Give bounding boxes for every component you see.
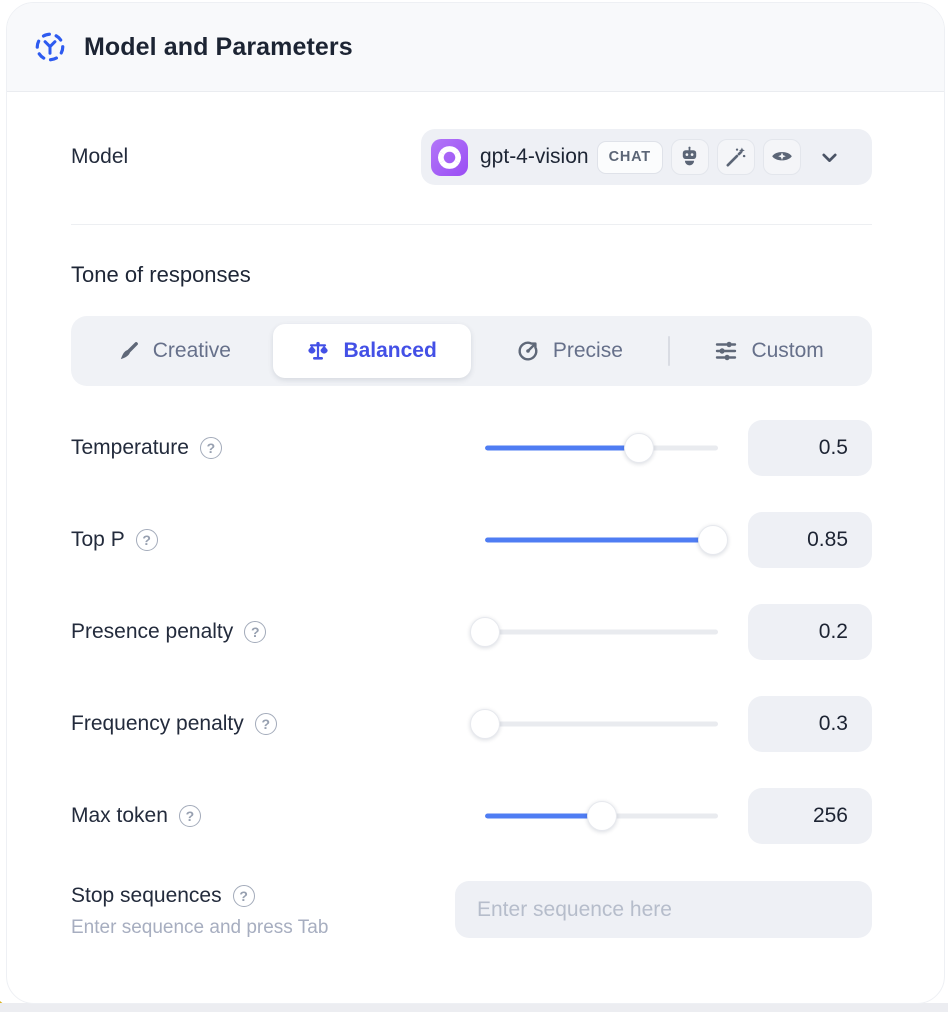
panel-header: Model and Parameters bbox=[7, 3, 944, 92]
parameter-slider[interactable] bbox=[470, 709, 718, 739]
vision-eye-icon[interactable] bbox=[762, 139, 801, 175]
parameter-slider[interactable] bbox=[485, 801, 718, 831]
stop-sequences-label-block: Stop sequences Enter sequence and press … bbox=[71, 881, 455, 939]
panel-title: Model and Parameters bbox=[84, 32, 353, 61]
parameter-value[interactable]: 0.2 bbox=[748, 604, 872, 660]
tone-segmented-control: Creative Balanced Precise Custom bbox=[71, 316, 872, 386]
help-icon[interactable] bbox=[232, 885, 255, 907]
parameter-row-temperature: Temperature 0.5 bbox=[71, 420, 872, 476]
model-capability-chips bbox=[670, 139, 801, 175]
help-icon[interactable] bbox=[254, 713, 277, 735]
model-parameters-panel: Model and Parameters Model gpt-4-vision … bbox=[6, 2, 945, 1004]
balance-scale-icon bbox=[306, 339, 330, 363]
magic-wand-icon[interactable] bbox=[716, 139, 755, 175]
robot-icon[interactable] bbox=[670, 139, 709, 175]
tone-option-custom[interactable]: Custom bbox=[670, 324, 868, 378]
segment-divider bbox=[668, 336, 671, 366]
slider-thumb[interactable] bbox=[470, 617, 500, 647]
parameter-label: Frequency penalty bbox=[71, 712, 244, 735]
parameter-label: Max token bbox=[71, 804, 168, 827]
parameter-row-top-p: Top P 0.85 bbox=[71, 512, 872, 568]
stop-sequences-label: Stop sequences bbox=[71, 884, 222, 907]
parameter-row-frequency-penalty: Frequency penalty 0.3 bbox=[71, 696, 872, 752]
section-divider bbox=[71, 224, 872, 225]
parameter-slider[interactable] bbox=[485, 525, 729, 555]
slider-thumb[interactable] bbox=[586, 801, 617, 831]
parameter-row-max-token: Max token 256 bbox=[71, 788, 872, 844]
stop-sequence-input[interactable] bbox=[455, 881, 872, 938]
parameter-value[interactable]: 0.85 bbox=[748, 512, 872, 568]
parameter-slider[interactable] bbox=[485, 433, 718, 463]
help-icon[interactable] bbox=[178, 805, 201, 827]
help-icon[interactable] bbox=[244, 621, 267, 643]
parameter-label: Top P bbox=[71, 528, 125, 551]
stop-sequences-hint: Enter sequence and press Tab bbox=[71, 917, 329, 938]
parameter-label: Temperature bbox=[71, 436, 189, 459]
slider-thumb[interactable] bbox=[623, 433, 654, 463]
parameter-value[interactable]: 0.5 bbox=[748, 420, 872, 476]
slider-thumb[interactable] bbox=[470, 709, 500, 739]
panel-body: Model gpt-4-vision CHAT Tone of response… bbox=[7, 129, 944, 997]
help-icon[interactable] bbox=[135, 529, 158, 551]
tone-option-creative[interactable]: Creative bbox=[75, 324, 273, 378]
tone-option-precise[interactable]: Precise bbox=[471, 324, 669, 378]
parameter-value[interactable]: 0.3 bbox=[748, 696, 872, 752]
openai-logo-icon bbox=[431, 138, 468, 176]
background-bottom-strip bbox=[0, 1003, 948, 1012]
parameter-value[interactable]: 256 bbox=[748, 788, 872, 844]
model-label: Model bbox=[71, 145, 129, 168]
slider-thumb[interactable] bbox=[698, 525, 729, 555]
help-icon[interactable] bbox=[199, 437, 222, 459]
target-icon bbox=[516, 339, 540, 363]
parameter-row-presence-penalty: Presence penalty 0.2 bbox=[71, 604, 872, 660]
model-select-dropdown[interactable]: gpt-4-vision CHAT bbox=[421, 129, 872, 185]
paintbrush-icon bbox=[117, 340, 140, 363]
parameter-slider[interactable] bbox=[470, 617, 718, 647]
model-row: Model gpt-4-vision CHAT bbox=[71, 129, 872, 185]
parameter-label: Presence penalty bbox=[71, 620, 234, 643]
tone-section-heading: Tone of responses bbox=[71, 262, 251, 287]
tone-option-balanced[interactable]: Balanced bbox=[272, 324, 471, 378]
ai-dashed-circle-icon bbox=[33, 30, 67, 64]
chat-type-badge: CHAT bbox=[596, 140, 663, 174]
chevron-down-icon[interactable] bbox=[817, 145, 842, 170]
sliders-icon bbox=[714, 339, 738, 363]
selected-model-name: gpt-4-vision bbox=[480, 145, 589, 168]
stop-sequences-row: Stop sequences Enter sequence and press … bbox=[71, 881, 872, 939]
